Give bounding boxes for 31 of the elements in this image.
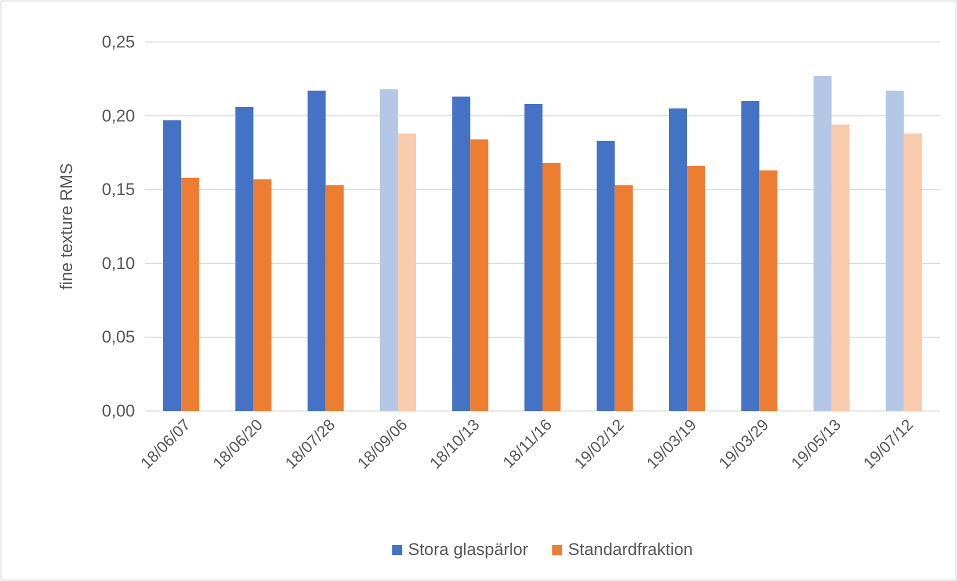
bar <box>524 104 542 411</box>
bar <box>614 185 633 411</box>
y-tick-label: 0,15 <box>102 180 135 200</box>
legend-label: Standardfraktion <box>568 540 693 559</box>
y-tick-label: 0,00 <box>102 401 135 420</box>
y-tick-label: 0,20 <box>102 106 135 126</box>
y-axis-title: fine texture RMS <box>57 163 76 290</box>
bar <box>668 108 688 411</box>
bar <box>470 139 488 411</box>
bar <box>832 124 850 411</box>
bar <box>253 179 272 411</box>
y-tick-label: 0,25 <box>102 32 135 52</box>
bar <box>163 120 182 411</box>
bar <box>814 76 832 411</box>
bar <box>596 140 615 411</box>
bar <box>904 134 922 411</box>
bar <box>452 96 470 411</box>
bar <box>308 90 326 411</box>
legend-label: Stora glaspärlor <box>408 540 528 559</box>
bar <box>542 163 561 411</box>
bar <box>741 101 760 411</box>
bar <box>886 90 904 411</box>
bar <box>398 134 416 411</box>
bar <box>759 170 778 411</box>
y-tick-label: 0,10 <box>102 254 135 273</box>
bar <box>687 166 706 411</box>
bar <box>235 106 254 411</box>
bar <box>380 89 398 411</box>
y-tick-label: 0,05 <box>102 328 135 347</box>
bar <box>326 185 344 411</box>
bar <box>181 178 200 411</box>
